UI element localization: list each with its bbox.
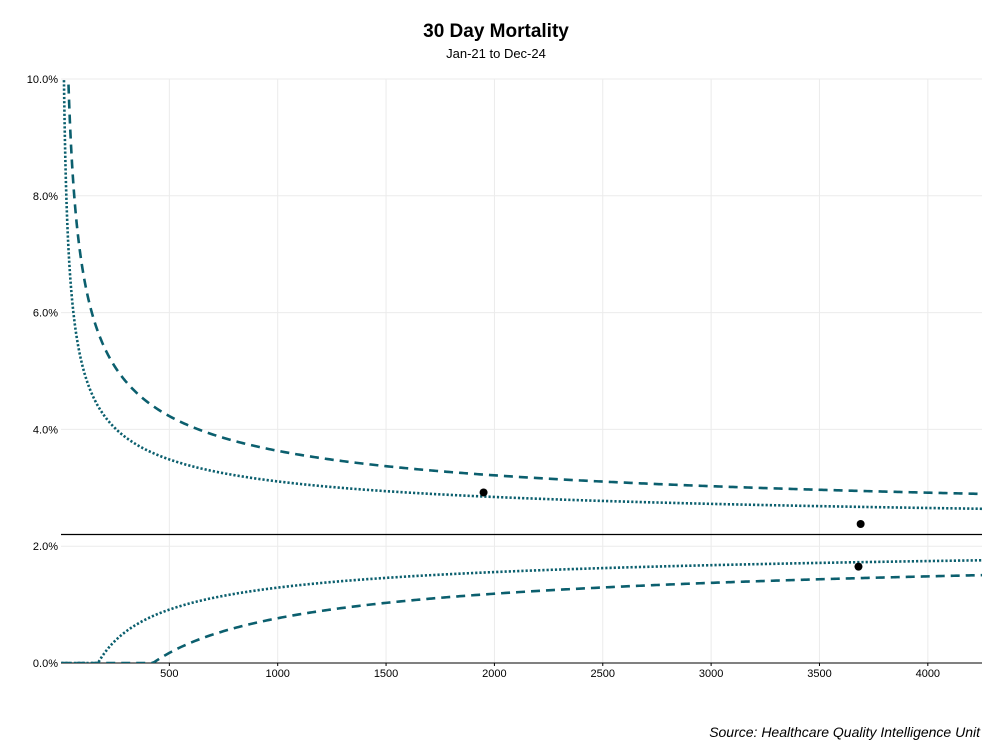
- y-tick-label: 6.0%: [33, 308, 58, 320]
- control-limits: [61, 79, 982, 663]
- axes: 500 1000 1500 2000 2500 3000 3500 4000 0.0% 2.0% 4…: [27, 74, 982, 680]
- data-point: [854, 562, 863, 571]
- x-tick-label: 2000: [482, 668, 506, 680]
- lower-dotted-limit: [61, 558, 982, 663]
- x-tick-label: 1500: [374, 668, 398, 680]
- chart-title: 30 Day Mortality: [423, 21, 569, 42]
- data-point: [856, 520, 865, 529]
- upper-dotted-limit: [62, 79, 982, 511]
- y-tick-label: 0.0%: [33, 658, 58, 670]
- x-tick-label: 2500: [591, 668, 615, 680]
- x-tick-label: 3500: [807, 668, 831, 680]
- y-tick-label: 4.0%: [33, 424, 58, 436]
- data-points: [479, 488, 865, 571]
- chart-source: Source: Healthcare Quality Intelligence …: [709, 724, 980, 740]
- grid-lines: [61, 78, 982, 664]
- x-tick-label: 1000: [265, 668, 289, 680]
- data-point: [479, 488, 488, 497]
- x-tick-label: 4000: [916, 668, 940, 680]
- x-tick-label: 500: [160, 668, 178, 680]
- upper-dashed-limit: [67, 79, 982, 496]
- y-tick-label: 10.0%: [27, 74, 58, 86]
- y-tick-label: 8.0%: [33, 191, 58, 203]
- y-tick-label: 2.0%: [33, 541, 58, 553]
- lower-dashed-limit: [61, 573, 982, 663]
- chart-subtitle: Jan-21 to Dec-24: [446, 46, 546, 61]
- x-tick-label: 3000: [699, 668, 723, 680]
